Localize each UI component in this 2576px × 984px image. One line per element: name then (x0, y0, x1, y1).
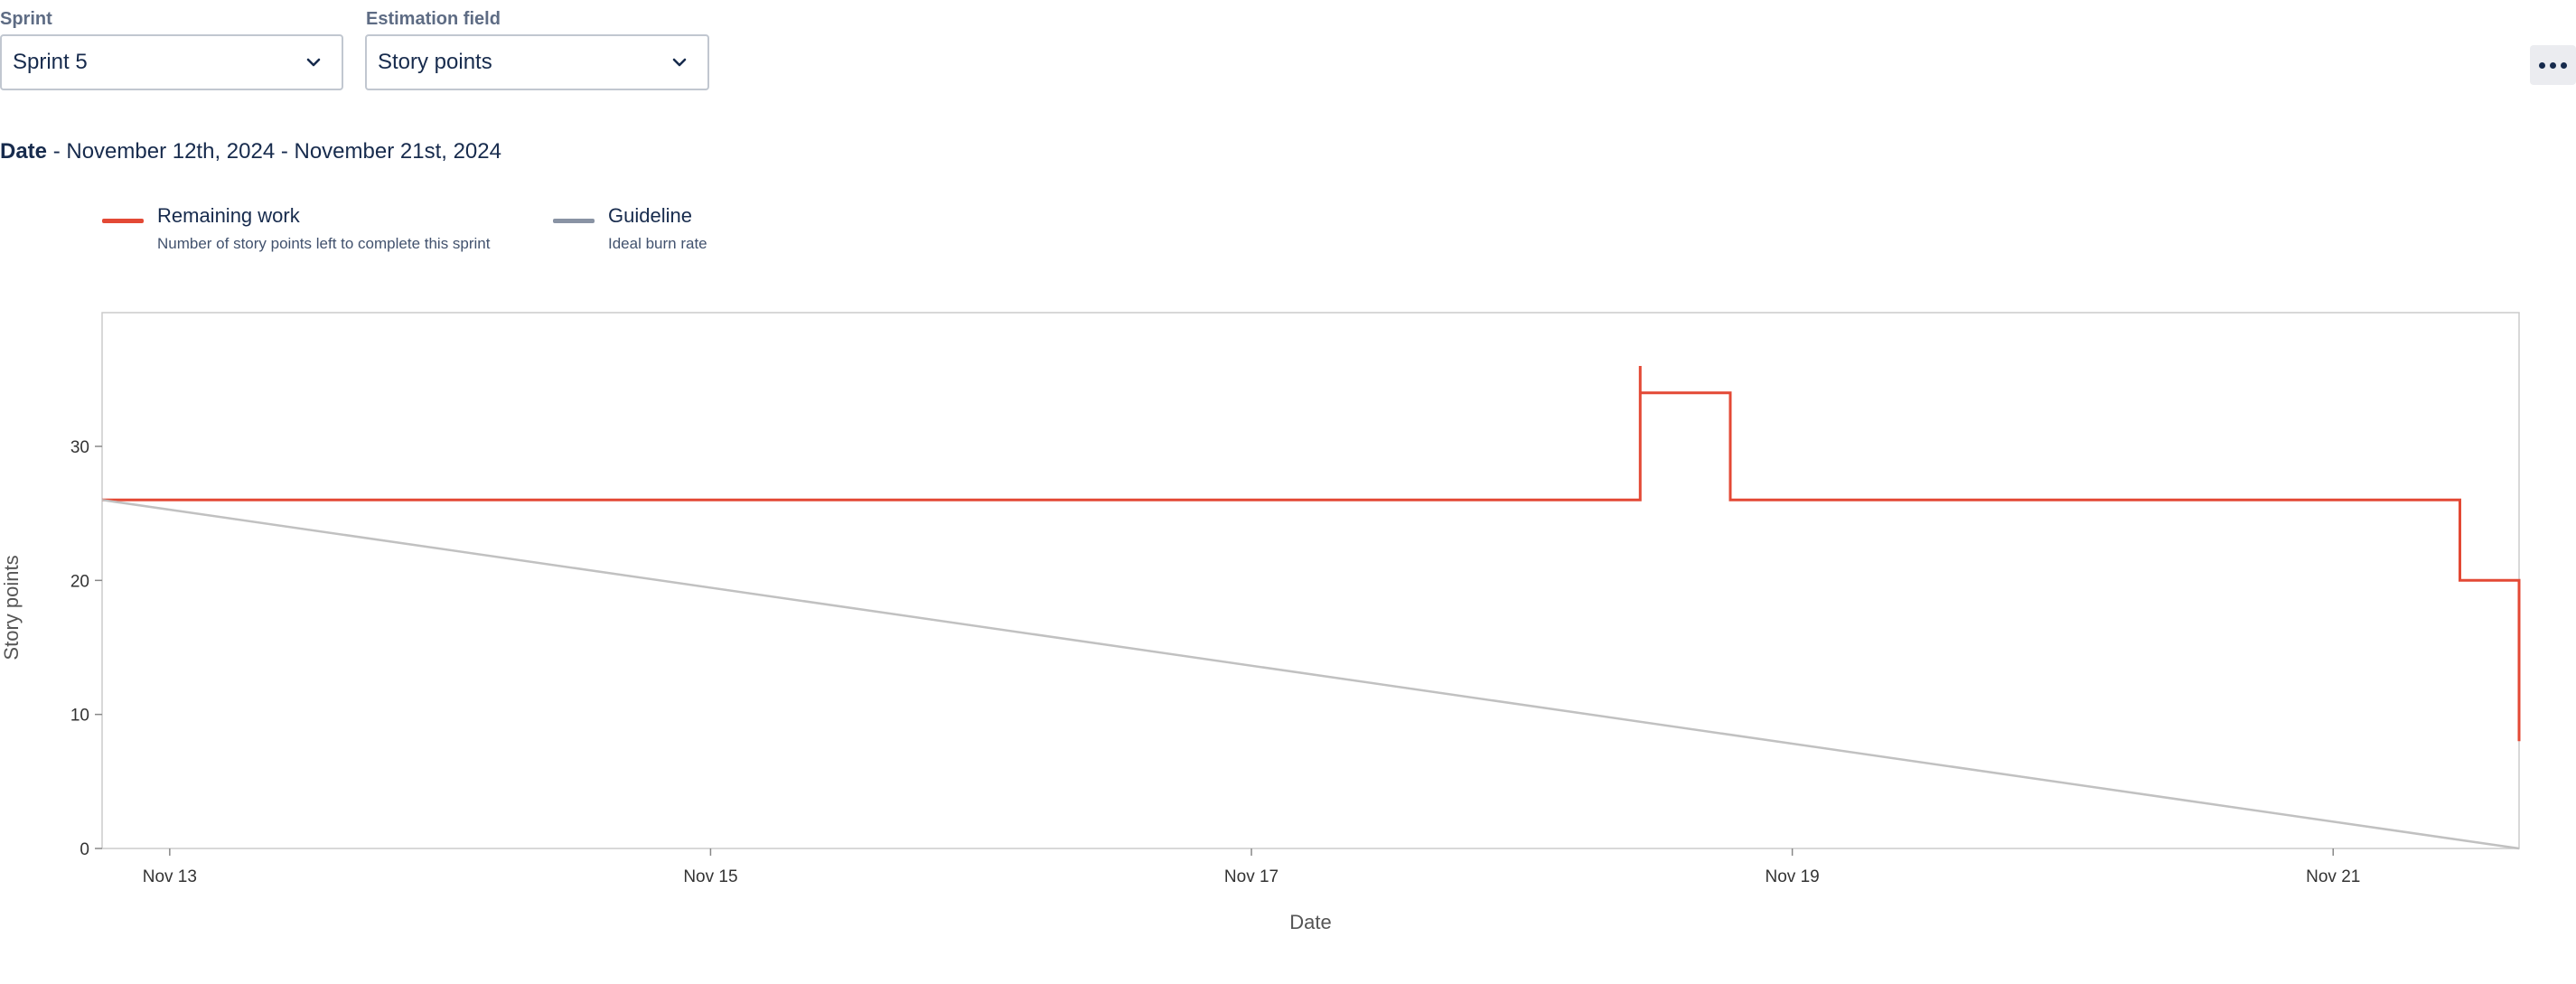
estimation-field-select[interactable]: Story points (365, 34, 709, 90)
chevron-down-icon (304, 52, 323, 72)
more-icon (2539, 61, 2545, 69)
more-icon-dot (2550, 61, 2556, 69)
sprint-select-value: Sprint 5 (13, 50, 88, 74)
y-tick-label: 10 (70, 707, 89, 726)
x-tick-label: Nov 21 (2306, 867, 2360, 886)
legend-description: Number of story points left to complete … (157, 235, 491, 252)
legend-name: Guideline (608, 204, 692, 227)
date-range-value: November 12th, 2024 - November 21st, 202… (66, 139, 501, 164)
series-line-guideline (101, 499, 2520, 850)
y-axis-label: Story points (0, 555, 23, 660)
more-icon-dot (2561, 61, 2567, 69)
y-tick-label: 20 (70, 572, 89, 591)
legend-swatch-remaining-work (102, 219, 144, 223)
legend-description: Ideal burn rate (608, 235, 707, 252)
estimation-field-label: Estimation field (366, 9, 501, 29)
date-range: Date - November 12th, 2024 - November 21… (0, 139, 501, 164)
x-axis-label: Date (1289, 911, 1331, 933)
sprint-select[interactable]: Sprint 5 (0, 34, 343, 90)
burndown-chart: 0 10 20 30 Nov 13 Nov 15 Nov 17 Nov 19 Nov 21 Dat… (0, 312, 2521, 933)
legend-name: Remaining work (157, 204, 300, 227)
chevron-down-icon (670, 52, 689, 72)
x-tick-label: Nov 19 (1766, 867, 1820, 886)
legend-swatch-guideline (553, 219, 595, 223)
plot-frame (101, 312, 2520, 849)
date-range-label: Date (0, 139, 48, 164)
y-tick-label: 30 (70, 438, 89, 457)
y-tick-label: 0 (80, 840, 89, 859)
x-tick-label: Nov 17 (1224, 867, 1279, 886)
sprint-label: Sprint (0, 9, 52, 29)
series-line-remaining-work (102, 366, 2521, 742)
estimation-select-value: Story points (378, 50, 492, 74)
x-tick-label: Nov 15 (683, 867, 737, 886)
more-actions-button[interactable] (2530, 45, 2576, 85)
x-tick-label: Nov 13 (143, 867, 197, 886)
date-range-separator: - (47, 139, 67, 164)
